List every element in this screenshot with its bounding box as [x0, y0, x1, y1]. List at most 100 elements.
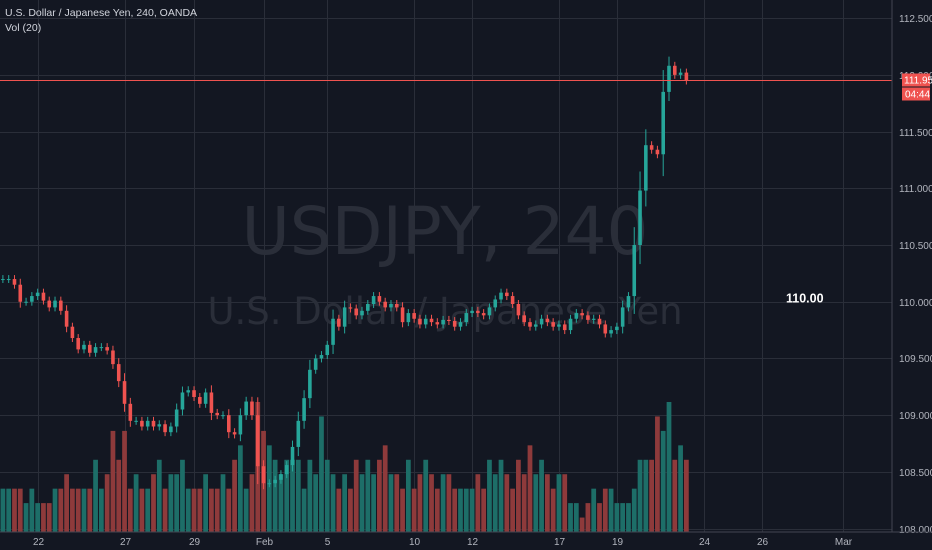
volume-bar: [342, 474, 348, 532]
candle-body: [383, 301, 387, 308]
candle-body: [458, 322, 463, 327]
candle-body: [198, 397, 202, 404]
candle-body: [151, 420, 156, 427]
volume-bar: [417, 474, 423, 532]
time-tick-label: 12: [467, 537, 479, 548]
volume-bar: [660, 430, 666, 532]
volume-bar: [359, 474, 365, 532]
volume-bar: [527, 445, 533, 532]
candle-body: [203, 392, 208, 404]
price-tick-label: 112.500: [899, 14, 932, 25]
price-tick-label: 111.500: [899, 128, 932, 139]
volume-bar: [498, 459, 504, 532]
last-price-tag: 111.951 04:44: [902, 73, 932, 101]
candle-body: [174, 409, 179, 427]
volume-bar: [284, 459, 290, 532]
volume-bar: [521, 474, 527, 532]
volume-bar: [0, 488, 6, 532]
symbol-title[interactable]: U.S. Dollar / Japanese Yen, 240, OANDA: [5, 7, 198, 19]
candle-body: [250, 401, 254, 416]
volume-bar: [35, 503, 41, 532]
candle-body: [134, 420, 138, 422]
candle-body: [116, 364, 121, 382]
last-price-tag-bg: [902, 73, 930, 87]
candle-body: [435, 322, 440, 325]
countdown-tag-value: 04:44: [905, 90, 930, 101]
volume-bar: [550, 488, 556, 532]
volume-bar: [423, 459, 429, 532]
candle-body: [615, 326, 619, 331]
candle-body: [209, 392, 214, 413]
volume-bar: [544, 474, 550, 532]
candle-body: [76, 338, 80, 350]
candle-body: [192, 390, 196, 398]
candle-body: [99, 347, 104, 349]
candle-body: [447, 319, 451, 322]
candle-body: [24, 301, 28, 303]
volume-bar: [492, 474, 498, 532]
candle-body: [597, 318, 602, 325]
candle-body: [261, 466, 266, 484]
volume-bar: [307, 459, 313, 532]
time-tick-label: 26: [757, 537, 769, 548]
candle-body: [505, 292, 509, 297]
volume-bar: [243, 488, 249, 532]
volume-bar: [336, 488, 342, 532]
volume-bar: [295, 459, 301, 532]
watermark-symbol: USDJPY, 240: [241, 193, 648, 270]
time-axis-labels[interactable]: 22 27 29 Feb 5 10 12 17 19 24 26 Mar: [33, 537, 853, 548]
volume-bar: [579, 517, 585, 532]
candle-body: [580, 313, 584, 316]
volume-bar: [475, 474, 481, 532]
candle-body: [255, 415, 260, 467]
time-tick-label: 19: [612, 537, 624, 548]
candle-body: [452, 321, 457, 327]
candle-body: [93, 347, 98, 353]
candle-body: [308, 369, 312, 399]
candle-body: [609, 330, 613, 334]
candle-body: [111, 350, 115, 365]
last-price-tag-value: 111.951: [904, 76, 932, 87]
volume-bar: [539, 459, 544, 532]
volume-bar: [191, 488, 197, 532]
candle-body: [366, 304, 370, 311]
candle-body: [302, 398, 306, 421]
candle-body: [47, 300, 52, 308]
candle-body: [441, 319, 445, 325]
candle-body: [342, 307, 347, 327]
volume-bar: [17, 488, 23, 532]
candle-body: [215, 412, 220, 416]
volume-bar: [371, 474, 376, 532]
chart-legend: U.S. Dollar / Japanese Yen, 240, OANDA V…: [5, 6, 197, 36]
time-tick-label: 22: [33, 537, 45, 548]
candle-body: [35, 292, 40, 297]
volume-bar: [382, 445, 388, 532]
volume-bar: [180, 459, 185, 532]
volume-bar: [214, 488, 220, 532]
candle-body: [644, 145, 648, 191]
volume-bar: [156, 459, 162, 532]
candle-body: [290, 446, 295, 466]
candle-body: [371, 296, 376, 304]
candle-body: [348, 307, 353, 309]
candle-body: [487, 307, 492, 316]
candle-body: [1, 279, 5, 281]
candle-body: [464, 313, 469, 323]
volume-bar: [209, 488, 214, 532]
candle-body: [105, 347, 109, 351]
candle-body: [6, 279, 11, 281]
volume-bar: [388, 474, 394, 532]
candle-body: [655, 149, 660, 155]
price-tick-label: 109.000: [899, 411, 932, 422]
volume-bar: [324, 459, 330, 532]
candle-body: [586, 315, 590, 320]
volume-bars: [0, 402, 689, 532]
volume-bar: [139, 488, 145, 532]
candle-body: [325, 344, 330, 356]
candle-body: [267, 483, 272, 485]
volume-indicator-label[interactable]: Vol (20): [5, 22, 42, 34]
volume-bar: [122, 430, 127, 532]
candle-body: [528, 322, 532, 327]
volume-bar: [463, 488, 469, 532]
